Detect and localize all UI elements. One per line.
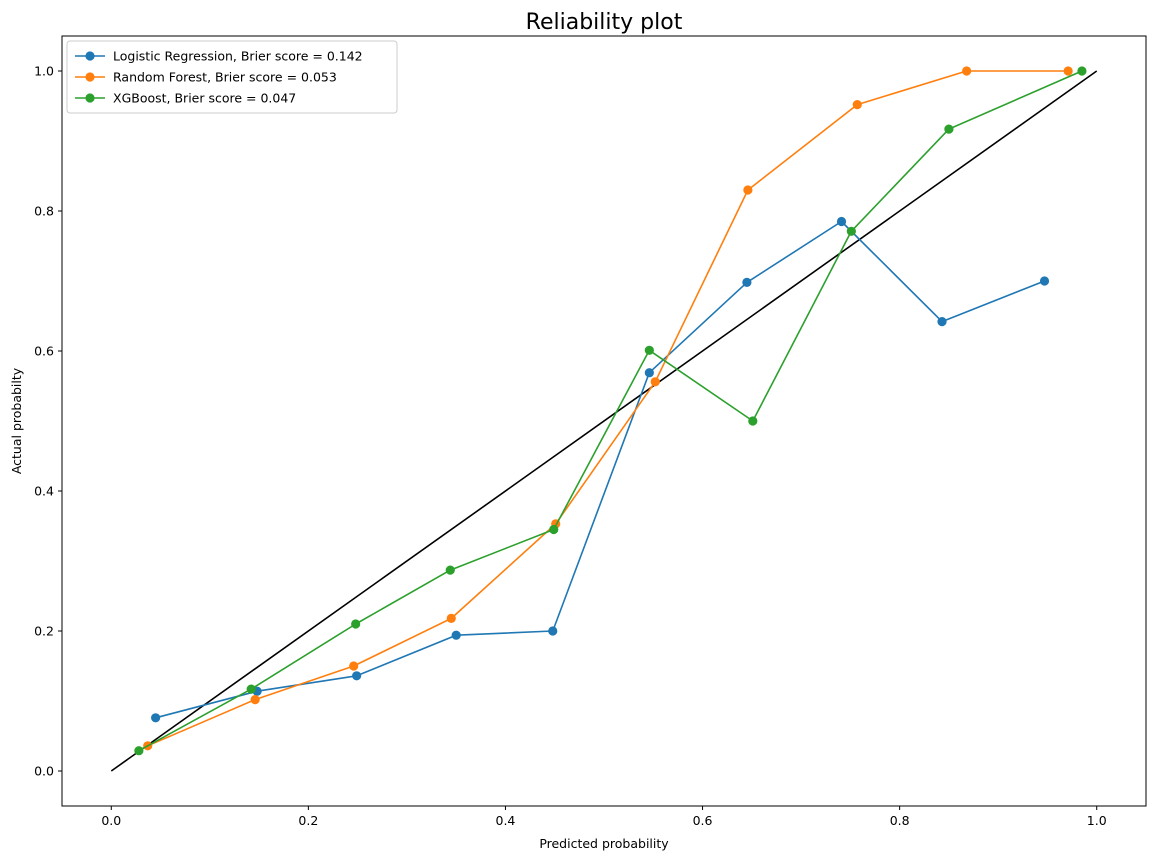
data-point	[743, 185, 753, 195]
x-tick-label: 1.0	[1087, 813, 1107, 828]
legend-entry: Random Forest, Brier score = 0.053	[113, 70, 337, 85]
series-line-2	[138, 70, 1083, 752]
data-point	[548, 626, 558, 636]
x-tick-label: 0.8	[890, 813, 910, 828]
chart-title: Reliability plot	[526, 10, 683, 35]
x-axis-label: Predicted probability	[539, 836, 669, 851]
perfect-calibration-line	[110, 70, 1098, 772]
data-point	[352, 671, 362, 681]
data-point	[446, 613, 456, 624]
y-tick-label: 0.2	[34, 624, 54, 639]
series-line-0	[155, 220, 1045, 719]
y-tick-label: 1.0	[34, 64, 54, 79]
data-point	[549, 524, 559, 535]
data-point	[246, 684, 256, 694]
data-point	[742, 277, 752, 287]
data-point	[962, 66, 972, 76]
legend-box	[66, 40, 398, 114]
x-tick-label: 0.0	[101, 813, 121, 828]
axes-frame	[61, 35, 1147, 807]
legend-marker	[85, 51, 95, 61]
y-axis-label: Actual probabilty	[9, 367, 24, 474]
legend-marker	[85, 93, 95, 103]
legend-entry: XGBoost, Brier score = 0.047	[113, 91, 296, 106]
data-point	[836, 216, 847, 227]
data-point	[349, 661, 359, 671]
y-tick-label: 0.8	[34, 204, 54, 219]
series-line-1	[147, 70, 1069, 747]
legend-entry: Logistic Regression, Brier score = 0.142	[113, 49, 363, 64]
x-tick-label: 0.2	[298, 813, 318, 828]
data-point	[445, 565, 455, 575]
data-point	[944, 124, 954, 134]
y-tick-label: 0.4	[34, 484, 54, 499]
data-point	[1039, 276, 1050, 286]
y-tick-label: 0.6	[34, 344, 54, 359]
data-point	[644, 345, 654, 355]
data-point	[451, 630, 461, 640]
data-point	[650, 377, 660, 387]
x-tick-label: 0.6	[693, 813, 713, 828]
data-point	[134, 746, 144, 756]
data-point	[151, 713, 161, 723]
data-point	[250, 695, 260, 705]
data-point	[1077, 66, 1087, 76]
legend-marker	[85, 72, 95, 82]
data-point	[644, 368, 654, 378]
legend: Logistic Regression, Brier score = 0.142…	[66, 40, 398, 114]
data-point	[852, 100, 862, 110]
data-point	[351, 619, 361, 629]
plot-area: 0.0 0.2 0.4 0.6 0.8 1.0 0.0 0.2 0.4 0.6 0.8 1.0	[34, 35, 1147, 828]
data-point	[1063, 66, 1073, 76]
data-point	[937, 317, 947, 327]
data-point	[846, 226, 856, 236]
y-tick-label: 0.0	[34, 764, 54, 779]
data-point	[748, 416, 758, 426]
x-tick-label: 0.4	[496, 813, 516, 828]
